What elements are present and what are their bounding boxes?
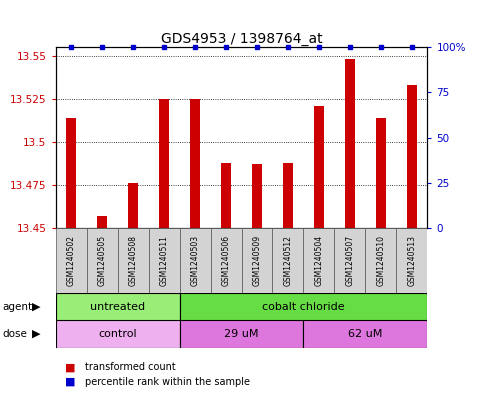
Text: agent: agent: [2, 301, 32, 312]
Text: GSM1240507: GSM1240507: [345, 235, 355, 286]
Text: untreated: untreated: [90, 301, 145, 312]
Bar: [242, 228, 272, 293]
Text: GSM1240503: GSM1240503: [190, 235, 199, 286]
Text: GSM1240511: GSM1240511: [159, 235, 169, 286]
Bar: [97, 216, 107, 228]
Text: dose: dose: [2, 329, 28, 339]
Bar: [397, 228, 427, 293]
Bar: [117, 228, 149, 293]
Bar: [303, 228, 334, 293]
Bar: [158, 99, 170, 228]
Bar: [56, 320, 180, 348]
Bar: [149, 228, 180, 293]
Title: GDS4953 / 1398764_at: GDS4953 / 1398764_at: [161, 32, 322, 46]
Bar: [190, 99, 200, 228]
Bar: [407, 85, 417, 228]
Bar: [66, 118, 76, 228]
Text: GSM1240502: GSM1240502: [67, 235, 75, 286]
Text: GSM1240508: GSM1240508: [128, 235, 138, 286]
Text: percentile rank within the sample: percentile rank within the sample: [85, 377, 250, 387]
Bar: [56, 293, 180, 320]
Bar: [344, 59, 355, 228]
Bar: [283, 163, 293, 228]
Text: transformed count: transformed count: [85, 362, 175, 373]
Bar: [303, 320, 427, 348]
Text: 29 uM: 29 uM: [224, 329, 259, 339]
Text: cobalt chloride: cobalt chloride: [262, 301, 345, 312]
Text: control: control: [98, 329, 137, 339]
Bar: [86, 228, 117, 293]
Bar: [180, 320, 303, 348]
Bar: [376, 118, 386, 228]
Text: ■: ■: [65, 362, 76, 373]
Text: GSM1240509: GSM1240509: [253, 235, 261, 286]
Text: 62 uM: 62 uM: [348, 329, 383, 339]
Text: GSM1240506: GSM1240506: [222, 235, 230, 286]
Text: GSM1240512: GSM1240512: [284, 235, 293, 286]
Text: GSM1240510: GSM1240510: [376, 235, 385, 286]
Bar: [221, 163, 231, 228]
Bar: [334, 228, 366, 293]
Text: ▶: ▶: [32, 301, 41, 312]
Bar: [313, 106, 325, 228]
Bar: [272, 228, 303, 293]
Bar: [180, 228, 211, 293]
Bar: [180, 293, 427, 320]
Bar: [366, 228, 397, 293]
Text: GSM1240505: GSM1240505: [98, 235, 107, 286]
Text: ▶: ▶: [32, 329, 41, 339]
Text: ■: ■: [65, 377, 76, 387]
Bar: [211, 228, 242, 293]
Text: GSM1240504: GSM1240504: [314, 235, 324, 286]
Bar: [56, 228, 86, 293]
Bar: [128, 183, 139, 228]
Bar: [252, 164, 262, 228]
Text: GSM1240513: GSM1240513: [408, 235, 416, 286]
